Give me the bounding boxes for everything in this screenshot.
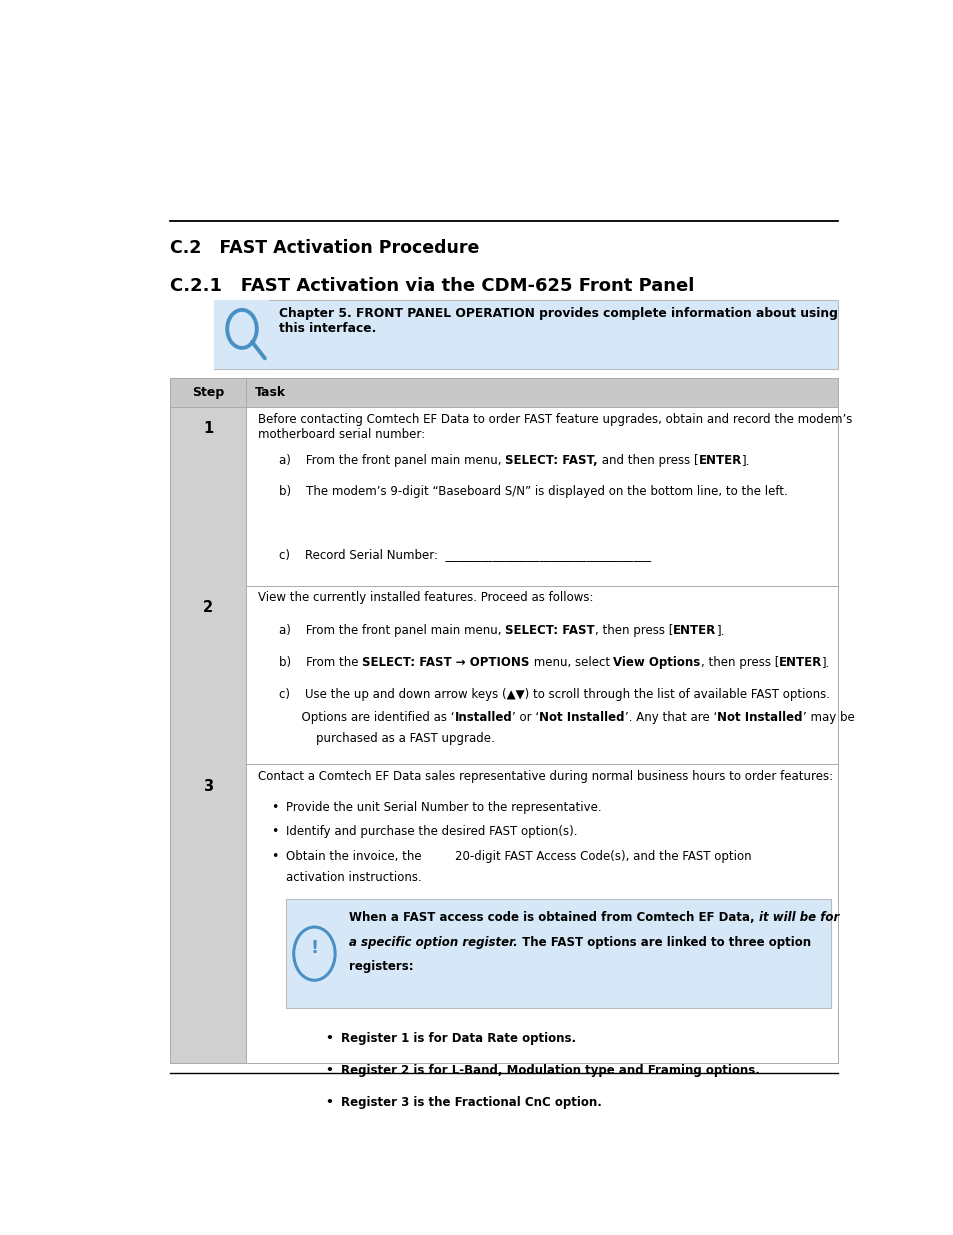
Text: 1: 1 xyxy=(203,421,213,436)
Text: purchased as a FAST upgrade.: purchased as a FAST upgrade. xyxy=(315,732,495,745)
Text: menu, select: menu, select xyxy=(529,656,613,669)
FancyBboxPatch shape xyxy=(286,899,830,1008)
Text: When a FAST access code is obtained from Comtech EF Data,: When a FAST access code is obtained from… xyxy=(349,911,759,924)
Text: The FAST options are linked to three option: The FAST options are linked to three opt… xyxy=(517,936,810,948)
FancyBboxPatch shape xyxy=(213,300,269,369)
Text: View Options: View Options xyxy=(613,656,700,669)
Text: •: • xyxy=(324,1065,333,1077)
Text: ENTER: ENTER xyxy=(698,454,740,467)
Text: Before contacting Comtech EF Data to order FAST feature upgrades, obtain and rec: Before contacting Comtech EF Data to ord… xyxy=(258,412,852,441)
Text: 2: 2 xyxy=(203,600,213,615)
Text: and then press [: and then press [ xyxy=(598,454,698,467)
Text: Step: Step xyxy=(192,387,224,399)
FancyBboxPatch shape xyxy=(170,585,246,764)
Text: ].: ]. xyxy=(716,624,724,637)
Text: a specific option register.: a specific option register. xyxy=(349,936,517,948)
Text: Not Installed: Not Installed xyxy=(538,711,624,724)
Text: •: • xyxy=(272,825,278,839)
Text: ].: ]. xyxy=(821,656,830,669)
Text: a)    From the front panel main menu,: a) From the front panel main menu, xyxy=(278,454,505,467)
FancyBboxPatch shape xyxy=(170,764,246,1063)
Text: View the currently installed features. Proceed as follows:: View the currently installed features. P… xyxy=(258,592,593,604)
Text: ].: ]. xyxy=(740,454,749,467)
Text: a)    From the front panel main menu,: a) From the front panel main menu, xyxy=(278,624,505,637)
Text: Register 1 is for Data Rate options.: Register 1 is for Data Rate options. xyxy=(341,1031,576,1045)
Text: SELECT: FAST,: SELECT: FAST, xyxy=(505,454,598,467)
Text: activation instructions.: activation instructions. xyxy=(286,871,421,884)
Text: 20-digit FAST Access Code(s), and the FAST option: 20-digit FAST Access Code(s), and the FA… xyxy=(455,850,751,863)
FancyBboxPatch shape xyxy=(170,406,246,585)
Text: ENTER: ENTER xyxy=(779,656,821,669)
Text: ENTER: ENTER xyxy=(673,624,716,637)
Text: Chapter 5. FRONT PANEL OPERATION provides complete information about using
this : Chapter 5. FRONT PANEL OPERATION provide… xyxy=(278,308,837,335)
Text: it will be for: it will be for xyxy=(759,911,839,924)
Text: Register 2 is for L-Band, Modulation type and Framing options.: Register 2 is for L-Band, Modulation typ… xyxy=(341,1065,760,1077)
Text: registers:: registers: xyxy=(349,961,414,973)
Text: b)    The modem’s 9-digit “Baseboard S/N” is displayed on the bottom line, to th: b) The modem’s 9-digit “Baseboard S/N” i… xyxy=(278,485,787,498)
FancyBboxPatch shape xyxy=(213,300,837,369)
Text: c)    Record Serial Number:  ___________________________________: c) Record Serial Number: _______________… xyxy=(278,547,650,561)
Text: b)    From the: b) From the xyxy=(278,656,362,669)
Text: Provide the unit Serial Number to the representative.: Provide the unit Serial Number to the re… xyxy=(286,800,601,814)
Text: ’. Any that are ‘: ’. Any that are ‘ xyxy=(624,711,717,724)
Text: , then press [: , then press [ xyxy=(700,656,779,669)
Text: ’ may be: ’ may be xyxy=(801,711,854,724)
Text: , then press [: , then press [ xyxy=(595,624,673,637)
Text: •: • xyxy=(324,1097,333,1109)
Text: C.2.1   FAST Activation via the CDM-625 Front Panel: C.2.1 FAST Activation via the CDM-625 Fr… xyxy=(170,277,693,295)
Text: Register 3 is the Fractional CnC option.: Register 3 is the Fractional CnC option. xyxy=(341,1097,601,1109)
Text: c)    Use the up and down arrow keys (▲▼) to scroll through the list of availabl: c) Use the up and down arrow keys (▲▼) t… xyxy=(278,688,829,701)
Text: Not Installed: Not Installed xyxy=(717,711,801,724)
Text: •: • xyxy=(272,800,278,814)
Text: Options are identified as ‘: Options are identified as ‘ xyxy=(278,711,454,724)
Text: •: • xyxy=(324,1031,333,1045)
Text: Task: Task xyxy=(255,387,286,399)
Text: 3: 3 xyxy=(203,779,213,794)
Text: ’ or ‘: ’ or ‘ xyxy=(512,711,538,724)
Text: Contact a Comtech EF Data sales representative during normal business hours to o: Contact a Comtech EF Data sales represen… xyxy=(258,771,833,783)
Text: SELECT: FAST: SELECT: FAST xyxy=(505,624,595,637)
Text: Installed: Installed xyxy=(454,711,512,724)
Text: C.2   FAST Activation Procedure: C.2 FAST Activation Procedure xyxy=(170,238,478,257)
Text: Obtain the invoice, the: Obtain the invoice, the xyxy=(286,850,421,863)
Text: SELECT: FAST → OPTIONS: SELECT: FAST → OPTIONS xyxy=(362,656,529,669)
FancyBboxPatch shape xyxy=(170,378,837,406)
Text: !: ! xyxy=(310,939,318,957)
Text: Identify and purchase the desired FAST option(s).: Identify and purchase the desired FAST o… xyxy=(286,825,578,839)
Text: •: • xyxy=(272,850,278,863)
